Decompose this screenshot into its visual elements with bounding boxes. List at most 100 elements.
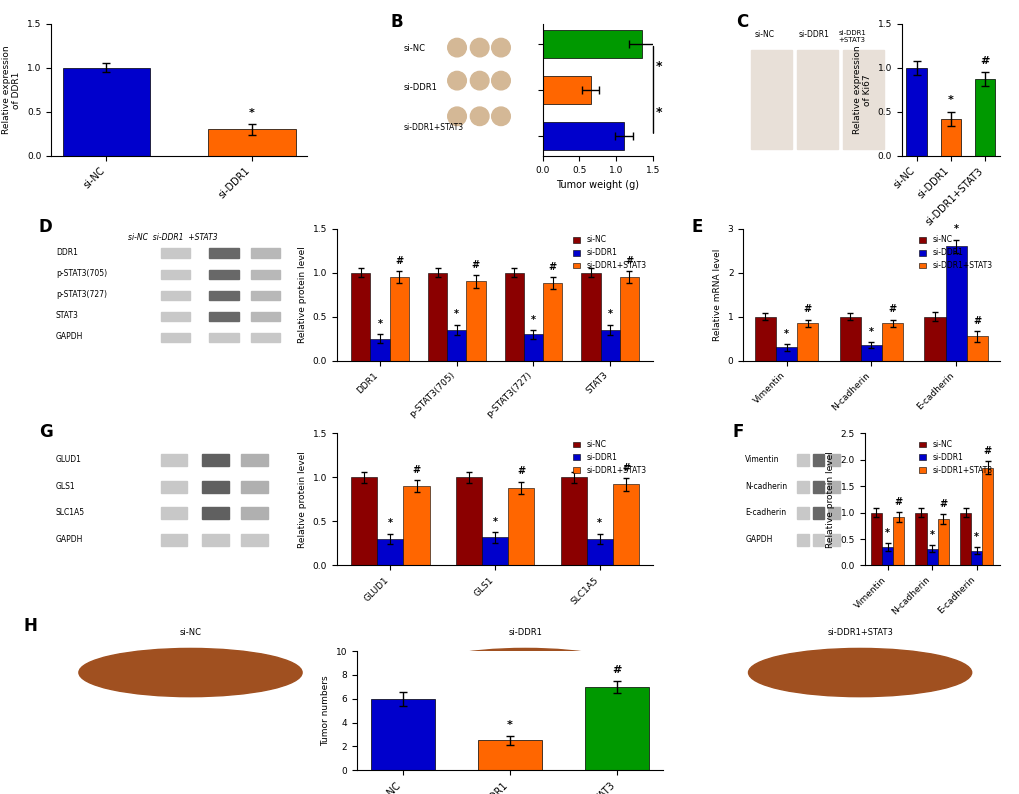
Bar [504,272,524,360]
Text: si-DDR1
+STAT3: si-DDR1 +STAT3 [838,30,865,44]
Legend: si-NC, si-DDR1, si-DDR1+STAT3: si-NC, si-DDR1, si-DDR1+STAT3 [915,233,995,273]
Bar [945,246,966,360]
Bar [389,277,409,360]
Y-axis label: Relative protein level: Relative protein level [298,246,307,343]
Text: F: F [732,422,744,441]
Text: #: # [517,467,525,476]
Text: E: E [691,218,703,236]
Bar [870,513,881,565]
Text: #: # [979,56,988,66]
Text: #: # [803,304,811,314]
Bar [860,345,881,360]
Text: si-NC  si-DDR1  +STAT3: si-NC si-DDR1 +STAT3 [128,233,217,241]
Bar [428,272,446,360]
Text: *: * [506,719,513,730]
X-axis label: Tumor weight (g): Tumor weight (g) [556,180,639,191]
Bar [351,477,377,565]
Bar [209,249,238,257]
Circle shape [491,107,510,125]
Bar [754,317,775,360]
Bar [240,507,268,519]
Bar [936,519,948,565]
Y-axis label: Relative expression
of DDR1: Relative expression of DDR1 [2,45,21,134]
Bar [161,507,187,519]
Text: #: # [394,256,403,265]
Bar [161,534,187,545]
Text: D: D [39,218,53,236]
Bar [202,507,228,519]
Bar [542,76,590,104]
Text: N-cadherin: N-cadherin [745,482,787,491]
Text: si-DDR1+STAT3: si-DDR1+STAT3 [826,628,893,637]
Bar [404,486,429,565]
Text: C: C [735,13,747,31]
Bar [797,454,808,466]
Bar [371,699,435,770]
Bar [827,534,839,545]
Bar [893,517,904,565]
Text: *: * [655,60,661,73]
Legend: si-NC, si-DDR1, si-DDR1+STAT3: si-NC, si-DDR1, si-DDR1+STAT3 [570,437,649,478]
Bar [923,317,945,360]
Bar [251,291,280,300]
Text: *: * [249,108,255,118]
Bar [202,534,228,545]
Bar [240,454,268,466]
Text: si-DDR1: si-DDR1 [798,30,828,40]
Legend: si-NC, si-DDR1, si-DDR1+STAT3: si-NC, si-DDR1, si-DDR1+STAT3 [570,233,649,273]
Text: *: * [655,106,661,119]
Bar [812,534,823,545]
Circle shape [470,107,488,125]
Text: *: * [953,224,958,234]
Bar [202,481,228,493]
Bar [842,50,883,149]
Ellipse shape [78,649,302,696]
Bar [586,539,612,565]
Bar [925,549,936,565]
Bar [240,534,268,545]
Bar [524,334,542,360]
Text: *: * [597,518,602,529]
Y-axis label: Relative protein level: Relative protein level [825,451,835,548]
Bar [161,312,190,321]
Bar [370,339,389,360]
Text: *: * [531,314,535,325]
Text: *: * [784,329,789,339]
Bar [251,333,280,342]
Text: *: * [377,319,382,329]
Text: si-NC: si-NC [179,628,202,637]
Ellipse shape [748,649,971,696]
Bar [251,312,280,321]
Text: *: * [884,528,890,538]
Circle shape [491,71,510,90]
Y-axis label: Relative protein level: Relative protein level [298,451,307,548]
Bar [940,119,960,156]
Bar [612,484,639,565]
Text: GLS1: GLS1 [56,482,75,491]
Bar [208,129,296,156]
Bar [581,272,600,360]
Text: GLUD1: GLUD1 [56,455,82,464]
Bar [482,538,507,565]
Bar [797,323,817,360]
Text: *: * [453,310,459,319]
Text: *: * [928,530,933,540]
Bar [161,291,190,300]
Bar [161,249,190,257]
Text: #: # [894,497,902,507]
Text: #: # [412,464,420,475]
Bar [974,79,995,156]
Text: #: # [622,463,630,473]
Text: si-DDR1: si-DDR1 [507,628,542,637]
Text: *: * [868,327,873,337]
Text: GAPDH: GAPDH [745,534,772,544]
Bar [209,291,238,300]
Bar [775,348,797,360]
Bar [906,67,926,156]
Bar [161,481,187,493]
Bar [455,477,482,565]
Text: *: * [387,518,392,529]
Bar [542,30,642,57]
Circle shape [447,38,466,57]
Bar [62,67,150,156]
